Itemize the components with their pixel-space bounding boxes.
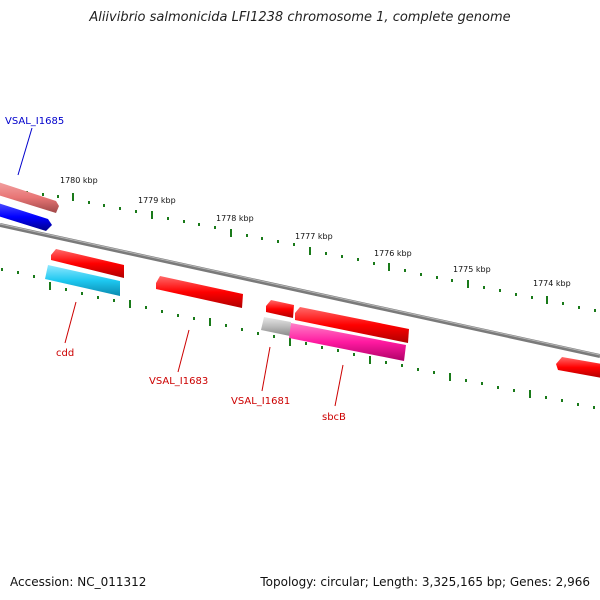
leader-sbcb: [334, 364, 344, 407]
leader-vsal-i1683: [177, 329, 190, 373]
gene-arrow-red-1[interactable]: [51, 249, 124, 278]
gene-arrow-red-small[interactable]: [266, 300, 294, 318]
gene-arrow-red-long[interactable]: [295, 307, 409, 343]
accession-text: Accession: NC_011312: [10, 575, 147, 589]
gene-label-sbcb[interactable]: sbcB: [322, 412, 346, 423]
gene-label-vsal-i1685[interactable]: VSAL_I1685: [5, 116, 64, 127]
tick-label-1776: 1776 kbp: [374, 249, 412, 258]
gene-label-vsal-i1681[interactable]: VSAL_I1681: [231, 396, 290, 407]
chromosome-backbone: [0, 223, 600, 358]
gene-arrow-vsal-i1681[interactable]: [261, 317, 291, 336]
tick-label-1777: 1777 kbp: [295, 232, 333, 241]
leader-vsal-i1681: [261, 346, 271, 392]
tick-label-1774: 1774 kbp: [533, 279, 571, 288]
leader-vsal-i1685: [17, 127, 33, 176]
genome-info-text: Topology: circular; Length: 3,325,165 bp…: [260, 575, 590, 589]
tick-label-1780: 1780 kbp: [60, 176, 98, 185]
genome-title: Aliivibrio salmonicida LFI1238 chromosom…: [89, 10, 511, 25]
chromosome-backbone-highlight: [0, 223, 600, 356]
gene-arrow-vsal-i1683[interactable]: [156, 276, 243, 308]
outer-tick-row: [0, 186, 596, 312]
leader-cdd: [64, 301, 77, 344]
gene-arrow-red-right[interactable]: [556, 357, 600, 378]
gene-arrow-vsal-i1685-forward[interactable]: [0, 182, 59, 213]
tick-label-1779: 1779 kbp: [138, 196, 176, 205]
tick-label-1778: 1778 kbp: [216, 214, 254, 223]
gene-arrow-cdd[interactable]: [45, 265, 120, 296]
gene-label-vsal-i1683[interactable]: VSAL_I1683: [149, 376, 208, 387]
gene-arrow-vsal-i1685-blue[interactable]: [0, 203, 52, 231]
inner-tick-row: [1, 268, 595, 409]
gene-arrow-sbcb[interactable]: [289, 323, 406, 361]
gene-label-cdd[interactable]: cdd: [56, 348, 74, 359]
tick-label-1775: 1775 kbp: [453, 265, 491, 274]
